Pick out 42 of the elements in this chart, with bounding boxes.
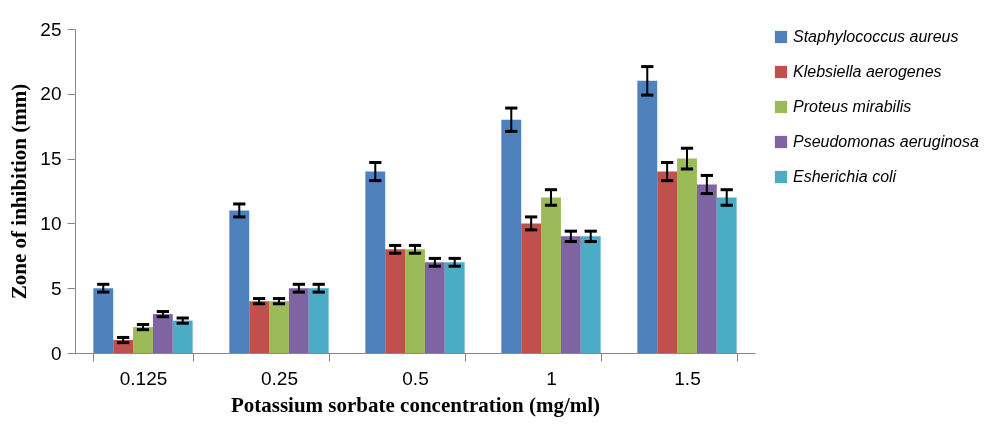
x-axis-title: Potassium sorbate concentration (mg/ml) <box>230 392 601 417</box>
bar <box>501 119 522 353</box>
y-tick-label: 5 <box>50 277 62 299</box>
bar <box>385 249 406 353</box>
bar <box>521 223 542 353</box>
x-tick-label: 0.5 <box>402 367 429 389</box>
bar <box>716 197 737 353</box>
legend-label: Pseudomonas aeruginosa <box>793 133 980 150</box>
legend-label: Esherichia coli <box>793 168 897 185</box>
x-tick-label: 0.125 <box>119 367 168 389</box>
bar <box>424 262 445 353</box>
bar <box>580 236 601 353</box>
bar <box>152 314 173 353</box>
x-tick-label: 0.25 <box>261 367 298 389</box>
bar <box>365 171 386 353</box>
x-tick-label: 1.5 <box>674 367 701 389</box>
bar <box>657 171 678 353</box>
bar <box>93 288 114 353</box>
bar <box>249 301 270 353</box>
bar <box>696 184 717 353</box>
y-tick-label: 20 <box>40 83 62 105</box>
bar <box>560 236 581 353</box>
legend-label: Proteus mirabilis <box>793 98 912 115</box>
bar <box>133 327 153 353</box>
bar <box>288 288 309 353</box>
bar <box>269 301 289 353</box>
y-axis-title: Zone of inhibition (mm) <box>7 83 32 300</box>
bar <box>308 288 329 353</box>
y-tick-label: 10 <box>40 212 62 234</box>
legend-label: Staphylococcus aureus <box>793 28 959 45</box>
bar <box>677 158 697 353</box>
bar <box>405 249 425 353</box>
bar <box>229 210 250 353</box>
y-tick-label: 15 <box>40 148 62 170</box>
legend-label: Klebsiella aerogenes <box>793 63 942 80</box>
bar <box>541 197 561 353</box>
y-tick-label: 25 <box>40 18 62 40</box>
bar <box>172 320 193 353</box>
bar <box>444 262 465 353</box>
x-tick-label: 1 <box>546 367 557 389</box>
y-tick-label: 0 <box>50 342 62 364</box>
bar <box>637 80 658 353</box>
